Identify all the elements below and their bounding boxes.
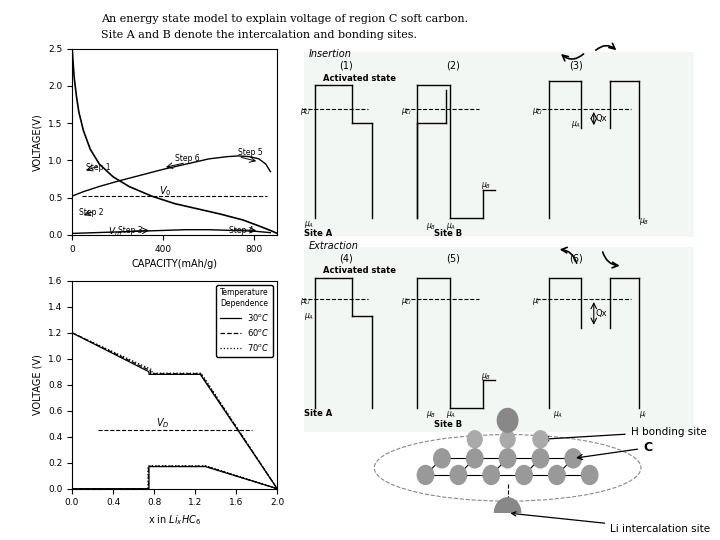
Text: Step 6: Step 6 [174, 154, 199, 163]
Circle shape [418, 465, 433, 484]
Text: $\mu_A$: $\mu_A$ [571, 119, 582, 130]
FancyBboxPatch shape [305, 52, 694, 238]
Circle shape [467, 431, 482, 448]
Circle shape [516, 465, 532, 484]
Text: $\mu_A$: $\mu_A$ [553, 409, 563, 420]
Text: $\mu_{i}$: $\mu_{i}$ [532, 296, 541, 307]
Text: $\mu_{i}$: $\mu_{i}$ [639, 409, 647, 420]
Text: Site A: Site A [305, 230, 333, 239]
Text: (1): (1) [339, 60, 353, 71]
Text: Insertion: Insertion [309, 49, 351, 59]
Circle shape [450, 465, 467, 484]
Text: $V_D$: $V_D$ [156, 416, 170, 430]
Circle shape [532, 449, 549, 468]
Text: $\mu_B$: $\mu_B$ [481, 180, 491, 192]
Circle shape [498, 408, 518, 432]
Text: (2): (2) [446, 60, 460, 71]
Circle shape [467, 449, 483, 468]
Y-axis label: VOLTAGE (V): VOLTAGE (V) [32, 354, 42, 415]
Text: $\mu_B$: $\mu_B$ [481, 370, 491, 382]
Text: $\mu_{Li}$: $\mu_{Li}$ [300, 106, 312, 117]
Text: Activated state: Activated state [323, 266, 396, 275]
Text: Step 3: Step 3 [117, 226, 143, 235]
Text: $\mu_B$: $\mu_B$ [639, 216, 649, 227]
Text: $\mu_B$: $\mu_B$ [426, 409, 436, 420]
Text: Site B: Site B [433, 230, 462, 239]
Text: Step 2: Step 2 [79, 208, 104, 217]
Circle shape [495, 498, 521, 528]
Text: Extraction: Extraction [309, 241, 359, 251]
Text: Li intercalation site: Li intercalation site [512, 512, 711, 534]
Circle shape [500, 431, 515, 448]
Text: Site A: Site A [305, 409, 333, 417]
Circle shape [533, 431, 548, 448]
Text: $\mu_B$: $\mu_B$ [426, 221, 436, 232]
Text: Site A and B denote the intercalation and bonding sites.: Site A and B denote the intercalation an… [101, 30, 417, 40]
Text: $V_m$: $V_m$ [109, 225, 122, 238]
Text: Qx: Qx [596, 309, 608, 318]
Text: $V_0$: $V_0$ [158, 185, 171, 199]
Circle shape [433, 449, 450, 468]
Text: Site B: Site B [433, 420, 462, 429]
Text: Step 1: Step 1 [86, 163, 110, 172]
Text: An energy state model to explain voltage of region C soft carbon.: An energy state model to explain voltage… [101, 14, 468, 24]
Text: $\mu_{Li}$: $\mu_{Li}$ [401, 296, 413, 307]
Text: $\mu_A$: $\mu_A$ [446, 409, 456, 420]
Text: $\mu_A$: $\mu_A$ [305, 311, 315, 322]
Text: $\mu_{Li}$: $\mu_{Li}$ [300, 296, 312, 307]
Circle shape [483, 465, 500, 484]
Text: (5): (5) [446, 253, 460, 263]
Text: $\mu_{Li}$: $\mu_{Li}$ [532, 106, 544, 117]
Text: H bonding site: H bonding site [544, 427, 706, 441]
Circle shape [582, 465, 598, 484]
Circle shape [549, 465, 565, 484]
Text: (6): (6) [569, 253, 583, 263]
Circle shape [500, 449, 516, 468]
X-axis label: CAPACITY(mAh/g): CAPACITY(mAh/g) [132, 259, 217, 269]
Text: $\mu_{Li}$: $\mu_{Li}$ [401, 106, 413, 117]
Text: $\mu_A$: $\mu_A$ [446, 221, 456, 232]
Y-axis label: VOLTAGE(V): VOLTAGE(V) [32, 113, 42, 171]
FancyBboxPatch shape [305, 247, 694, 432]
X-axis label: x in $Li_xHC_6$: x in $Li_xHC_6$ [148, 513, 202, 527]
Text: $\mu_A$: $\mu_A$ [305, 219, 315, 230]
Legend: $30^oC$, $60^oC$, $70^oC$: $30^oC$, $60^oC$, $70^oC$ [217, 285, 273, 356]
Circle shape [565, 449, 582, 468]
Text: Step 5: Step 5 [238, 148, 263, 157]
Text: Qx: Qx [596, 114, 608, 123]
Text: C: C [577, 441, 652, 460]
Text: Activated state: Activated state [323, 73, 396, 83]
Text: (3): (3) [569, 60, 583, 71]
Text: Step 4: Step 4 [229, 226, 254, 235]
Text: (4): (4) [339, 253, 353, 263]
